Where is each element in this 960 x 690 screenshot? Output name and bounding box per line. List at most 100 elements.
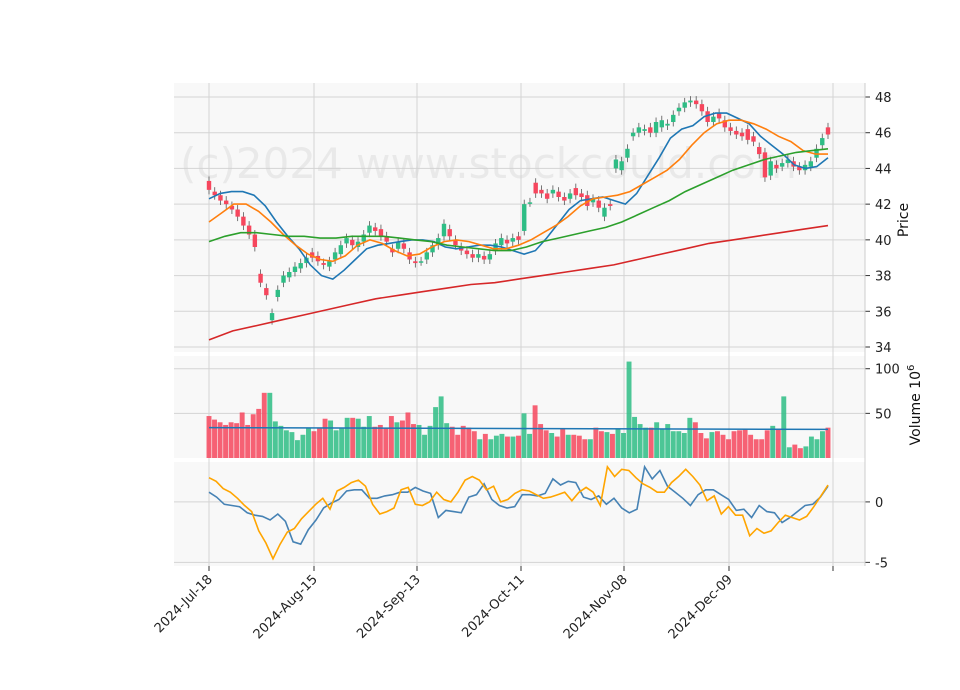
candle-up <box>332 252 338 260</box>
volume-bar <box>587 439 593 458</box>
price-tick-label: 48 <box>875 91 892 106</box>
volume-bar <box>411 424 416 458</box>
candle-up <box>361 234 366 242</box>
osc-panel-bg <box>174 462 865 566</box>
volume-bar <box>626 361 632 458</box>
candle-down <box>825 127 831 135</box>
volume-bar <box>676 431 682 458</box>
volume-bar <box>648 427 654 458</box>
candle-up <box>768 161 773 176</box>
watermark: (c)2024 www.stockcould.com <box>180 139 797 188</box>
volume-bar <box>538 424 544 458</box>
volume-bar <box>455 434 461 458</box>
candle-up <box>659 120 664 128</box>
volume-bar <box>632 416 638 458</box>
volume-bar <box>333 430 339 458</box>
price-tick-label: 40 <box>875 234 892 249</box>
volume-bar <box>726 439 731 458</box>
candle-down <box>728 127 733 131</box>
moving-average-line <box>208 112 829 280</box>
candle-up <box>785 159 791 164</box>
candle-up <box>653 122 659 133</box>
candle-down <box>413 261 418 264</box>
osc-tick-label: 0 <box>875 496 883 511</box>
candle-down <box>212 191 217 196</box>
candle-down <box>774 164 779 169</box>
candle-down <box>350 239 355 246</box>
price-tick-label: 36 <box>875 305 892 320</box>
candle-down <box>562 197 567 201</box>
volume-bar <box>576 435 582 458</box>
volume-bar <box>654 422 660 458</box>
candle-up <box>510 238 515 242</box>
candle-up <box>430 245 435 253</box>
candle-up <box>522 204 527 231</box>
volume-bar <box>665 424 671 458</box>
moving-average-line <box>208 224 829 341</box>
volume-bar <box>609 433 615 458</box>
candle-up <box>436 238 441 246</box>
volume-bar <box>692 422 698 458</box>
candle-down <box>481 255 487 260</box>
candle-down <box>206 180 212 190</box>
volume-bar <box>499 433 505 458</box>
volume-bar <box>820 431 825 458</box>
candle-up <box>367 225 372 233</box>
volume-bar <box>731 431 737 458</box>
candle-up <box>424 252 429 260</box>
candle-up <box>682 102 687 108</box>
candle-down <box>241 216 246 226</box>
volume-bar <box>405 412 411 458</box>
volume-bar <box>709 432 715 458</box>
candle-down <box>608 204 613 206</box>
candle-down <box>573 188 579 196</box>
candle-down <box>585 195 590 206</box>
volume-axis-exponent: 6 <box>906 365 917 371</box>
volume-bar <box>803 446 809 458</box>
volume-bar <box>206 416 212 458</box>
candle-up <box>287 272 292 278</box>
candle-up <box>642 129 647 131</box>
volume-bar <box>267 392 273 458</box>
volume-bar <box>250 414 256 458</box>
candle-down <box>309 252 315 258</box>
volume-bar <box>278 425 284 458</box>
volume-bar <box>377 424 383 458</box>
candle-up <box>636 127 642 133</box>
candle-down <box>470 254 475 258</box>
candle-up <box>344 238 349 244</box>
volume-bar <box>604 432 610 458</box>
x-tick-label: 2024-Aug-15 <box>251 572 321 642</box>
volume-bar <box>444 423 450 458</box>
candle-down <box>556 191 561 197</box>
candle-up <box>298 263 303 269</box>
volume-bar <box>598 431 604 458</box>
candle-up <box>808 161 814 167</box>
volume-bar <box>703 438 709 458</box>
candle-up <box>711 116 716 122</box>
x-tick-label: 2024-Sep-13 <box>354 572 424 642</box>
candle-up <box>567 193 573 199</box>
volume-bar <box>786 447 792 458</box>
candle-down <box>693 100 699 105</box>
volume-bar <box>549 433 555 458</box>
volume-bar <box>637 424 643 458</box>
candle-up <box>665 123 670 126</box>
candle-up <box>814 148 819 158</box>
candle-down <box>223 200 229 205</box>
candle-up <box>676 107 682 112</box>
volume-bar <box>543 430 549 458</box>
volume-bar <box>306 427 311 458</box>
candle-up <box>602 207 607 217</box>
volume-bar <box>339 428 345 458</box>
volume-bar <box>272 421 278 458</box>
volume-bar <box>615 429 621 458</box>
volume-bar <box>737 430 743 458</box>
candle-down <box>751 136 756 142</box>
volume-bar <box>294 440 300 458</box>
x-tick-label: 2024-Jul-18 <box>152 572 216 636</box>
candle-up <box>493 243 498 251</box>
volume-bar <box>748 434 754 458</box>
volume-bar <box>715 431 720 458</box>
candle-down <box>504 239 510 244</box>
